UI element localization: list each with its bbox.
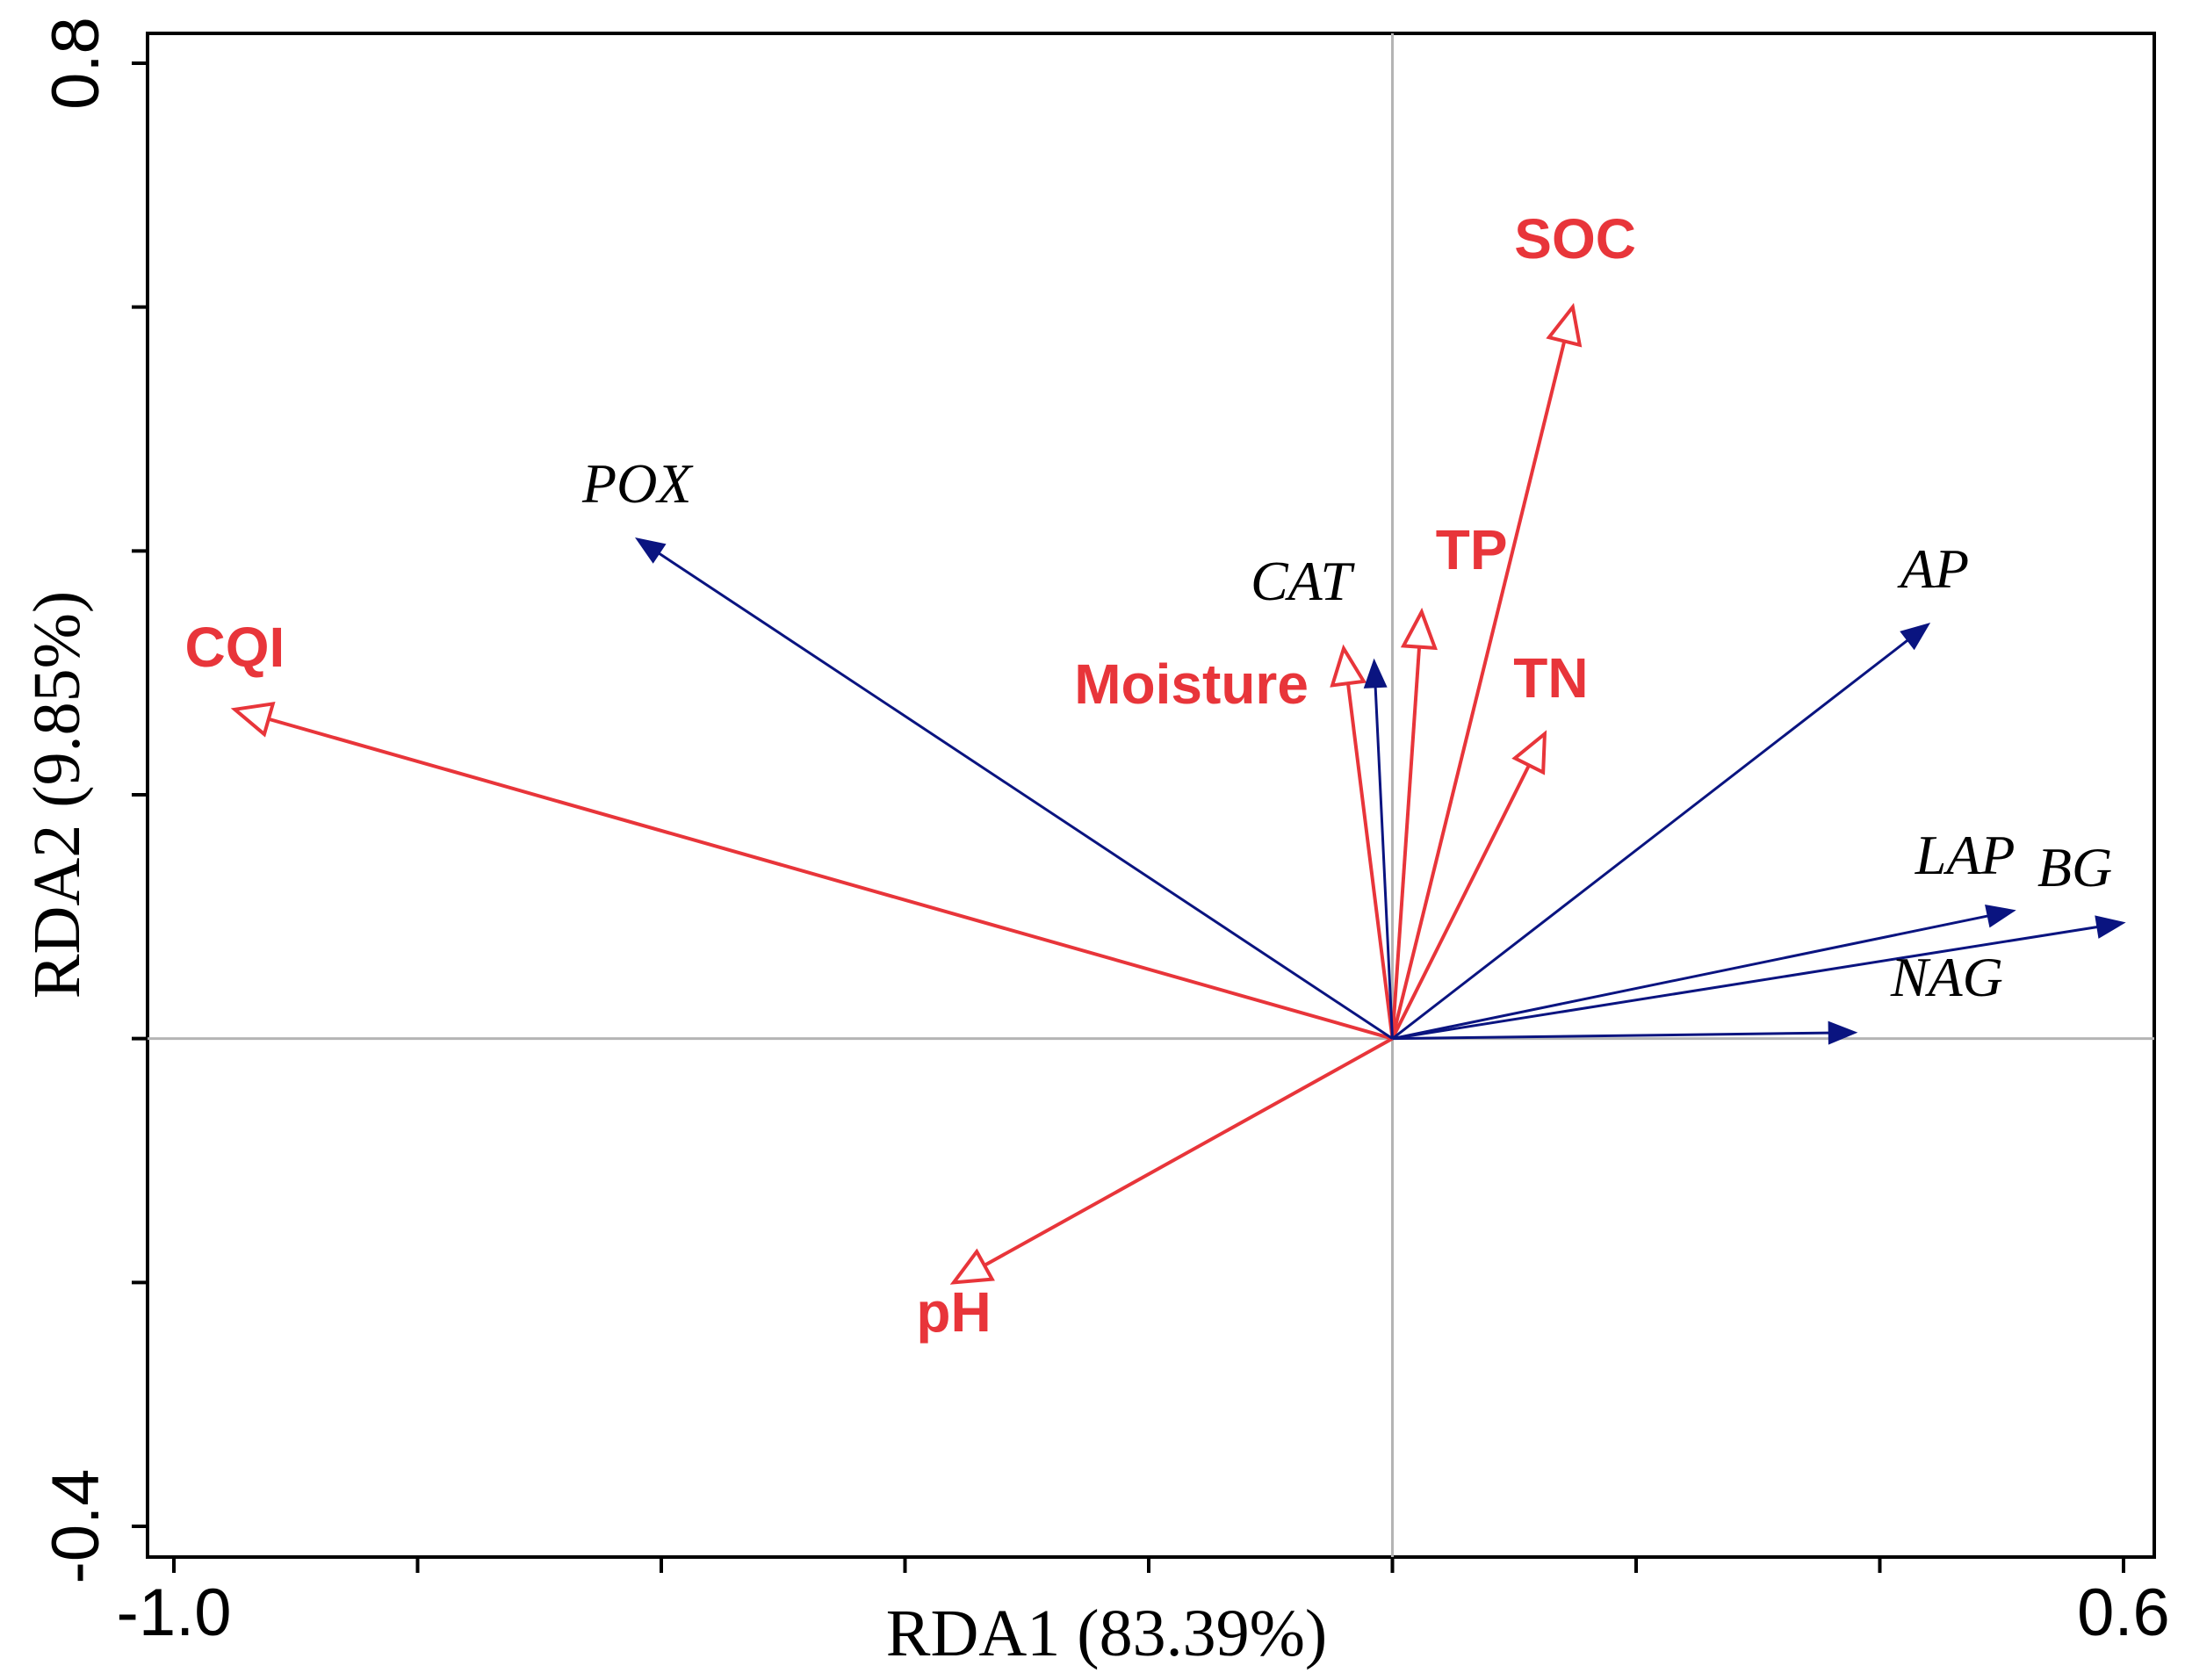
x-axis-ticks bbox=[172, 1557, 2125, 1573]
arrow-head-cat bbox=[1363, 658, 1388, 689]
arrow-head-tp bbox=[1400, 607, 1438, 651]
arrow-shaft-moisture bbox=[1345, 682, 1395, 1039]
arrow-head-nag bbox=[1828, 1020, 1858, 1045]
arrow-shaft-nag bbox=[1392, 1031, 1829, 1041]
x-axis-title: RDA1 (83.39%) bbox=[886, 1597, 1327, 1670]
vector-label-soc: SOC bbox=[1514, 207, 1636, 270]
arrow-shaft-tn bbox=[1390, 764, 1531, 1040]
vector-label-bg: BG bbox=[2037, 836, 2112, 898]
arrow-shaft-bg bbox=[1392, 925, 2098, 1041]
arrow-head-cqi bbox=[230, 702, 276, 738]
y-tick-label: -0.4 bbox=[39, 1469, 113, 1584]
arrow-head-bg bbox=[2095, 915, 2126, 939]
arrow-head-ap bbox=[1900, 622, 1931, 651]
vector-label-ap: AP bbox=[1897, 537, 1969, 600]
arrow-shaft-soc bbox=[1390, 341, 1567, 1040]
vector-label-cqi: CQI bbox=[184, 616, 285, 679]
vector-label-pox: POX bbox=[581, 452, 694, 515]
arrow-head-soc bbox=[1546, 302, 1583, 348]
arrow-head-moisture bbox=[1330, 644, 1367, 688]
arrow-head-lap bbox=[1985, 904, 2016, 928]
vector-layer: SOC TP TN Moisture CQI pH POX CAT AP LAP BG NAG bbox=[184, 207, 2126, 1344]
arrow-head-tn bbox=[1511, 730, 1547, 775]
vector-label-ph: pH bbox=[916, 1280, 991, 1344]
arrow-shaft-cat bbox=[1374, 687, 1394, 1039]
y-axis-title: RDA2 (9.85%) bbox=[20, 591, 94, 999]
arrow-shaft-lap bbox=[1392, 914, 1989, 1041]
plot-frame bbox=[146, 32, 2156, 1559]
arrow-shaft-pox bbox=[658, 552, 1394, 1040]
arrow-head-pox bbox=[635, 537, 667, 564]
arrow-shaft-ph bbox=[983, 1036, 1394, 1267]
x-tick-label: 0.6 bbox=[2077, 1575, 2170, 1650]
vector-label-lap: LAP bbox=[1915, 824, 2016, 886]
arrow-shaft-tp bbox=[1390, 646, 1422, 1039]
vector-label-cat: CAT bbox=[1251, 550, 1355, 612]
vector-label-tn: TN bbox=[1513, 646, 1588, 710]
vector-label-nag: NAG bbox=[1890, 946, 2003, 1008]
arrow-shaft-ap bbox=[1391, 638, 1909, 1040]
y-tick-label: 0.8 bbox=[39, 17, 113, 110]
x-tick-label: -1.0 bbox=[117, 1575, 232, 1650]
arrow-shaft-cqi bbox=[268, 717, 1394, 1041]
vector-label-moisture: Moisture bbox=[1074, 653, 1309, 716]
y-axis-ticks bbox=[132, 61, 148, 1528]
vector-label-tp: TP bbox=[1436, 518, 1508, 581]
arrow-head-ph bbox=[949, 1248, 995, 1285]
